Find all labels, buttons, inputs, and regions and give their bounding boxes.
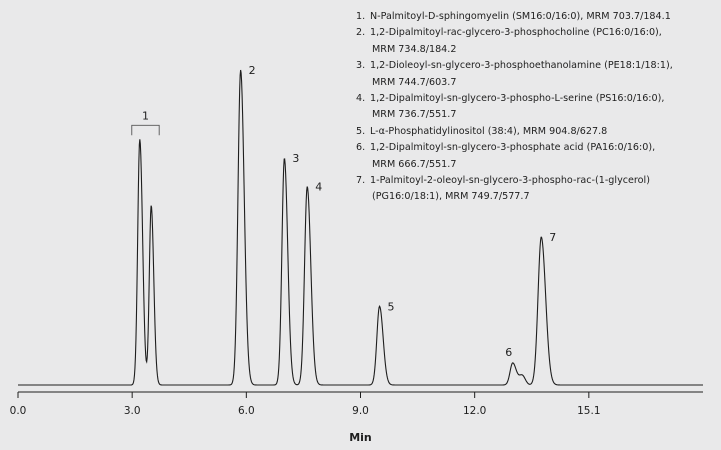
- legend-entry-number: 4.: [356, 93, 366, 105]
- x-tick-label: 12.0: [463, 405, 486, 417]
- peak-label-5: 5: [388, 300, 395, 313]
- legend-entry-line: MRM 666.7/551.7: [372, 158, 457, 170]
- x-tick-label: 3.0: [124, 405, 141, 417]
- trace-layer: [18, 69, 703, 386]
- chromatogram-trace: [18, 69, 703, 386]
- x-tick-label: 0.0: [10, 405, 27, 417]
- legend-entry-line: L-α-Phosphatidylinositol (38:4), MRM 904…: [370, 125, 608, 137]
- chart-legend: 1. N-Palmitoyl-D-sphingomyelin (SM16:0/16…: [356, 9, 716, 206]
- legend-entry-text: 1-Palmitoyl-2-oleoyl-sn-glycero-3-phosph…: [370, 173, 716, 206]
- legend-entry-number: 3.: [356, 60, 366, 72]
- legend-entry-number: 2.: [356, 27, 366, 39]
- legend-entry: 6. 1,2-Dipalmitoyl-sn-glycero-3-phosphate…: [356, 140, 716, 173]
- legend-entry-line: 1,2-Dioleoyl-sn-glycero-3-phosphoethanol…: [370, 60, 673, 72]
- peak-1-bracket: 1: [131, 109, 160, 136]
- bracket-line: [131, 124, 160, 136]
- legend-entry: 7. 1-Palmitoyl-2-oleoyl-sn-glycero-3-phos…: [356, 173, 716, 206]
- legend-entry-line: MRM 734.8/184.2: [372, 43, 457, 55]
- legend-entry-line: 1,2-Dipalmitoyl-sn-glycero-3-phospho-L-s…: [370, 93, 665, 105]
- legend-entry-text: 1,2-Dipalmitoyl-rac-glycero-3-phosphocho…: [370, 25, 716, 58]
- legend-entry-text: 1,2-Dioleoyl-sn-glycero-3-phosphoethanol…: [370, 58, 716, 91]
- legend-entry-number: 6.: [356, 142, 366, 154]
- legend-entry-line: 1,2-Dipalmitoyl-sn-glycero-3-phosphate a…: [370, 142, 656, 154]
- legend-entry-text: 1,2-Dipalmitoyl-sn-glycero-3-phospho-L-s…: [370, 91, 716, 124]
- peak-label-7: 7: [549, 231, 556, 244]
- legend-entry-number: 1.: [356, 11, 366, 22]
- x-axis-ticks: 0.0 3.0 6.0 9.0 12.0 15.1: [10, 392, 601, 417]
- x-tick-label: 15.1: [577, 405, 600, 417]
- peak-label-2: 2: [249, 64, 256, 77]
- legend-entry-number: 5.: [356, 125, 366, 137]
- legend-entry: 3. 1,2-Dioleoyl-sn-glycero-3-phosphoethan…: [356, 58, 716, 91]
- legend-entry-line: (PG16:0/18:1), MRM 749.7/577.7: [372, 191, 530, 203]
- peak-label-6: 6: [505, 346, 512, 359]
- legend-entry-number: 7.: [356, 175, 366, 187]
- legend-entry-line: MRM 744.7/603.7: [372, 76, 457, 88]
- legend-entry-text: L-α-Phosphatidylinositol (38:4), MRM 904…: [370, 124, 716, 140]
- x-tick-label: 6.0: [238, 405, 255, 417]
- legend-entry: 5. L-α-Phosphatidylinositol (38:4), MRM 9…: [356, 124, 716, 140]
- legend-entry: 2. 1,2-Dipalmitoyl-rac-glycero-3-phosphoc…: [356, 25, 716, 58]
- legend-entry-text: 1,2-Dipalmitoyl-sn-glycero-3-phosphate a…: [370, 140, 716, 173]
- x-tick-label: 9.0: [352, 405, 369, 417]
- legend-entry-line: MRM 736.7/551.7: [372, 109, 457, 121]
- peak-labels: 2 3 4 5 6 7: [249, 64, 557, 359]
- legend-entry-line: 1,2-Dipalmitoyl-rac-glycero-3-phosphocho…: [370, 27, 662, 39]
- legend-entry-line: 1-Palmitoyl-2-oleoyl-sn-glycero-3-phosph…: [370, 175, 650, 187]
- legend-entry-line: N-Palmitoyl-D-sphingomyelin (SM16:0/16:0…: [370, 11, 671, 22]
- peak-label-1: 1: [142, 109, 149, 122]
- legend-entry: 1. N-Palmitoyl-D-sphingomyelin (SM16:0/16…: [356, 9, 716, 25]
- legend-entry-text: N-Palmitoyl-D-sphingomyelin (SM16:0/16:0…: [370, 9, 716, 25]
- x-axis-label: Min: [349, 431, 372, 444]
- legend-entry: 4. 1,2-Dipalmitoyl-sn-glycero-3-phospho-L…: [356, 91, 716, 124]
- peak-label-3: 3: [292, 152, 299, 165]
- peak-label-4: 4: [315, 181, 322, 194]
